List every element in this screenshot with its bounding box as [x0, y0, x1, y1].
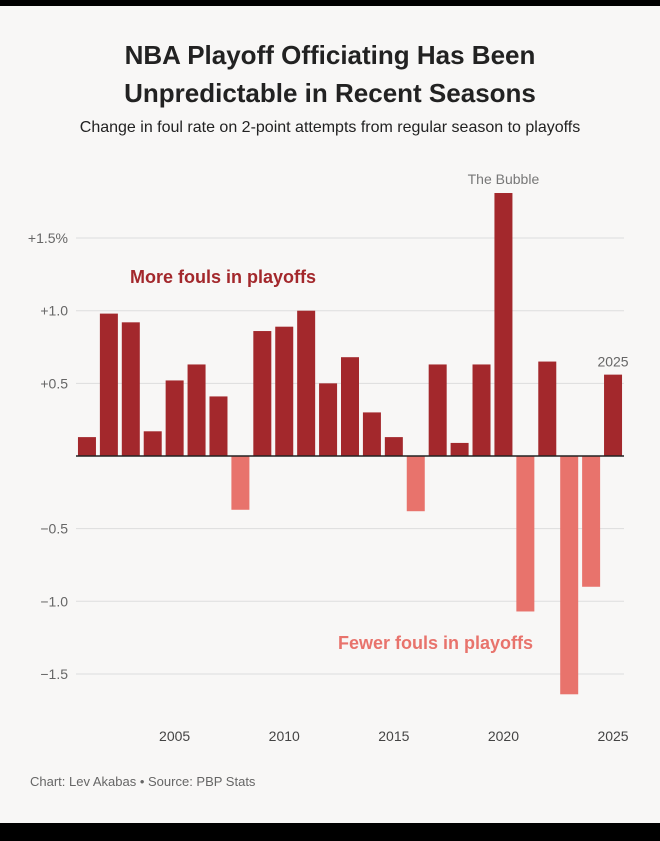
- bar-2003: [121, 322, 140, 456]
- chart-subtitle: Change in foul rate on 2-point attempts …: [79, 119, 581, 136]
- bar-2006: [187, 364, 206, 456]
- x-tick-label: 2015: [378, 728, 409, 744]
- y-tick-label: −1.5: [40, 666, 68, 682]
- bar-2012: [319, 383, 338, 456]
- bar-2007: [209, 396, 228, 456]
- y-tick-label: −1.0: [40, 593, 68, 609]
- y-tick-label: −0.5: [40, 521, 68, 537]
- bar-2001: [77, 437, 96, 456]
- x-tick-label: 2025: [597, 728, 628, 744]
- bar-2010: [275, 326, 294, 456]
- bar-2016: [406, 456, 425, 512]
- bar-2013: [341, 357, 359, 456]
- bar-2019: [472, 364, 491, 456]
- bar-2018: [450, 442, 469, 456]
- bar-2020: [494, 193, 513, 456]
- x-tick-label: 2020: [488, 728, 519, 744]
- chart-title-line-2: Unpredictable in Recent Seasons: [124, 78, 536, 108]
- annotation-more-fouls: More fouls in playoffs: [130, 267, 316, 287]
- bar-2011: [297, 310, 316, 456]
- y-tick-label: +1.0: [40, 303, 68, 319]
- y-tick-label: +1.5%: [28, 230, 68, 246]
- bar-2002: [99, 313, 118, 456]
- annotation-the-bubble: The Bubble: [468, 171, 540, 187]
- chart-title-line-1: NBA Playoff Officiating Has Been: [124, 40, 536, 70]
- bar-2022: [538, 361, 557, 456]
- bar-2014: [362, 412, 381, 456]
- bar-2017: [428, 364, 447, 456]
- x-tick-label: 2005: [159, 728, 190, 744]
- bar-2009: [253, 331, 272, 456]
- y-tick-label: +0.5: [40, 375, 68, 391]
- bar-2025: [604, 374, 623, 456]
- annotation-2025: 2025: [597, 354, 628, 370]
- x-tick-label: 2010: [269, 728, 300, 744]
- bar-2005: [165, 380, 184, 456]
- chart-footer: Chart: Lev Akabas • Source: PBP Stats: [30, 774, 256, 789]
- bar-2008: [231, 456, 250, 510]
- bar-2015: [384, 437, 403, 456]
- bar-2023: [560, 456, 579, 695]
- bar-2004: [143, 431, 162, 456]
- bar-2024: [582, 456, 601, 587]
- bar-2021: [516, 456, 535, 612]
- annotation-fewer-fouls: Fewer fouls in playoffs: [338, 633, 533, 653]
